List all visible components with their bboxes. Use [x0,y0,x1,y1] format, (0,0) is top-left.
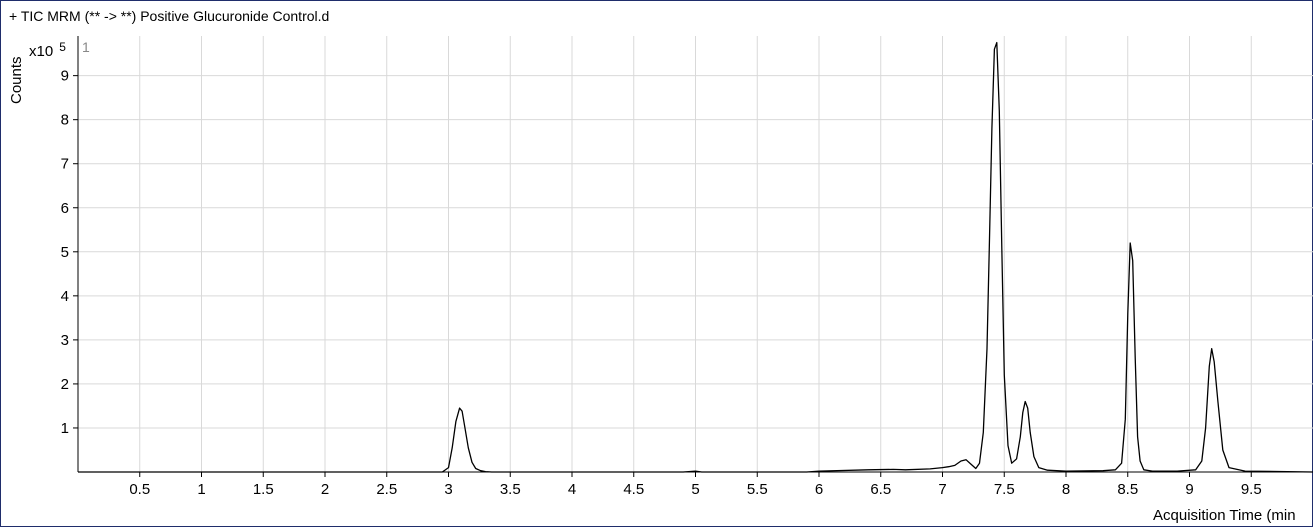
y-tick-label: 6 [61,200,69,217]
x-tick-label: 6.5 [870,481,891,498]
tick-labels: 0.5 1 1.5 2 2.5 3 3.5 4 4.5 5 5.5 6 6.5 7 7.5 8 8.5 9 9.5 1… [61,68,1262,498]
x-tick-label: 6 [815,481,823,498]
y-tick-label: 1 [61,420,69,437]
grid-lines [78,36,1313,472]
x-tick-label: 1 [197,481,205,498]
x-tick-label: 4 [568,481,576,498]
x-tick-label: 2.5 [376,481,397,498]
x-tick-label: 8.5 [1117,481,1138,498]
chart-title: + TIC MRM (** -> **) Positive Glucuronid… [9,8,329,24]
panel-index: 1 [82,39,90,55]
y-tick-label: 8 [61,112,69,129]
y-axis-label: Counts [8,56,25,104]
scale-label: x10 5 [29,40,66,60]
x-tick-label: 5.5 [747,481,768,498]
y-tick-label: 3 [61,332,69,349]
x-tick-label: 3 [444,481,452,498]
x-tick-label: 4.5 [623,481,644,498]
y-tick-label: 4 [61,288,69,305]
y-tick-label: 2 [61,376,69,393]
y-tick-label: 7 [61,156,69,173]
y-tick-label: 9 [61,68,69,85]
y-tick-label: 5 [61,244,69,261]
x-tick-label: 2 [321,481,329,498]
x-tick-label: 9.5 [1241,481,1262,498]
x-tick-label: 8 [1062,481,1070,498]
x-tick-label: 1.5 [253,481,274,498]
x-tick-label: 9 [1185,481,1193,498]
x-tick-label: 3.5 [500,481,521,498]
x-axis-label: Acquisition Time (min [1153,507,1296,524]
scale-exponent: 5 [59,40,66,54]
series-line [78,41,1313,473]
x-tick-label: 7.5 [994,481,1015,498]
trace-group [78,41,1313,473]
scale-base: x10 [29,43,53,60]
x-tick-label: 0.5 [129,481,150,498]
x-tick-label: 7 [938,481,946,498]
x-tick-label: 5 [691,481,699,498]
